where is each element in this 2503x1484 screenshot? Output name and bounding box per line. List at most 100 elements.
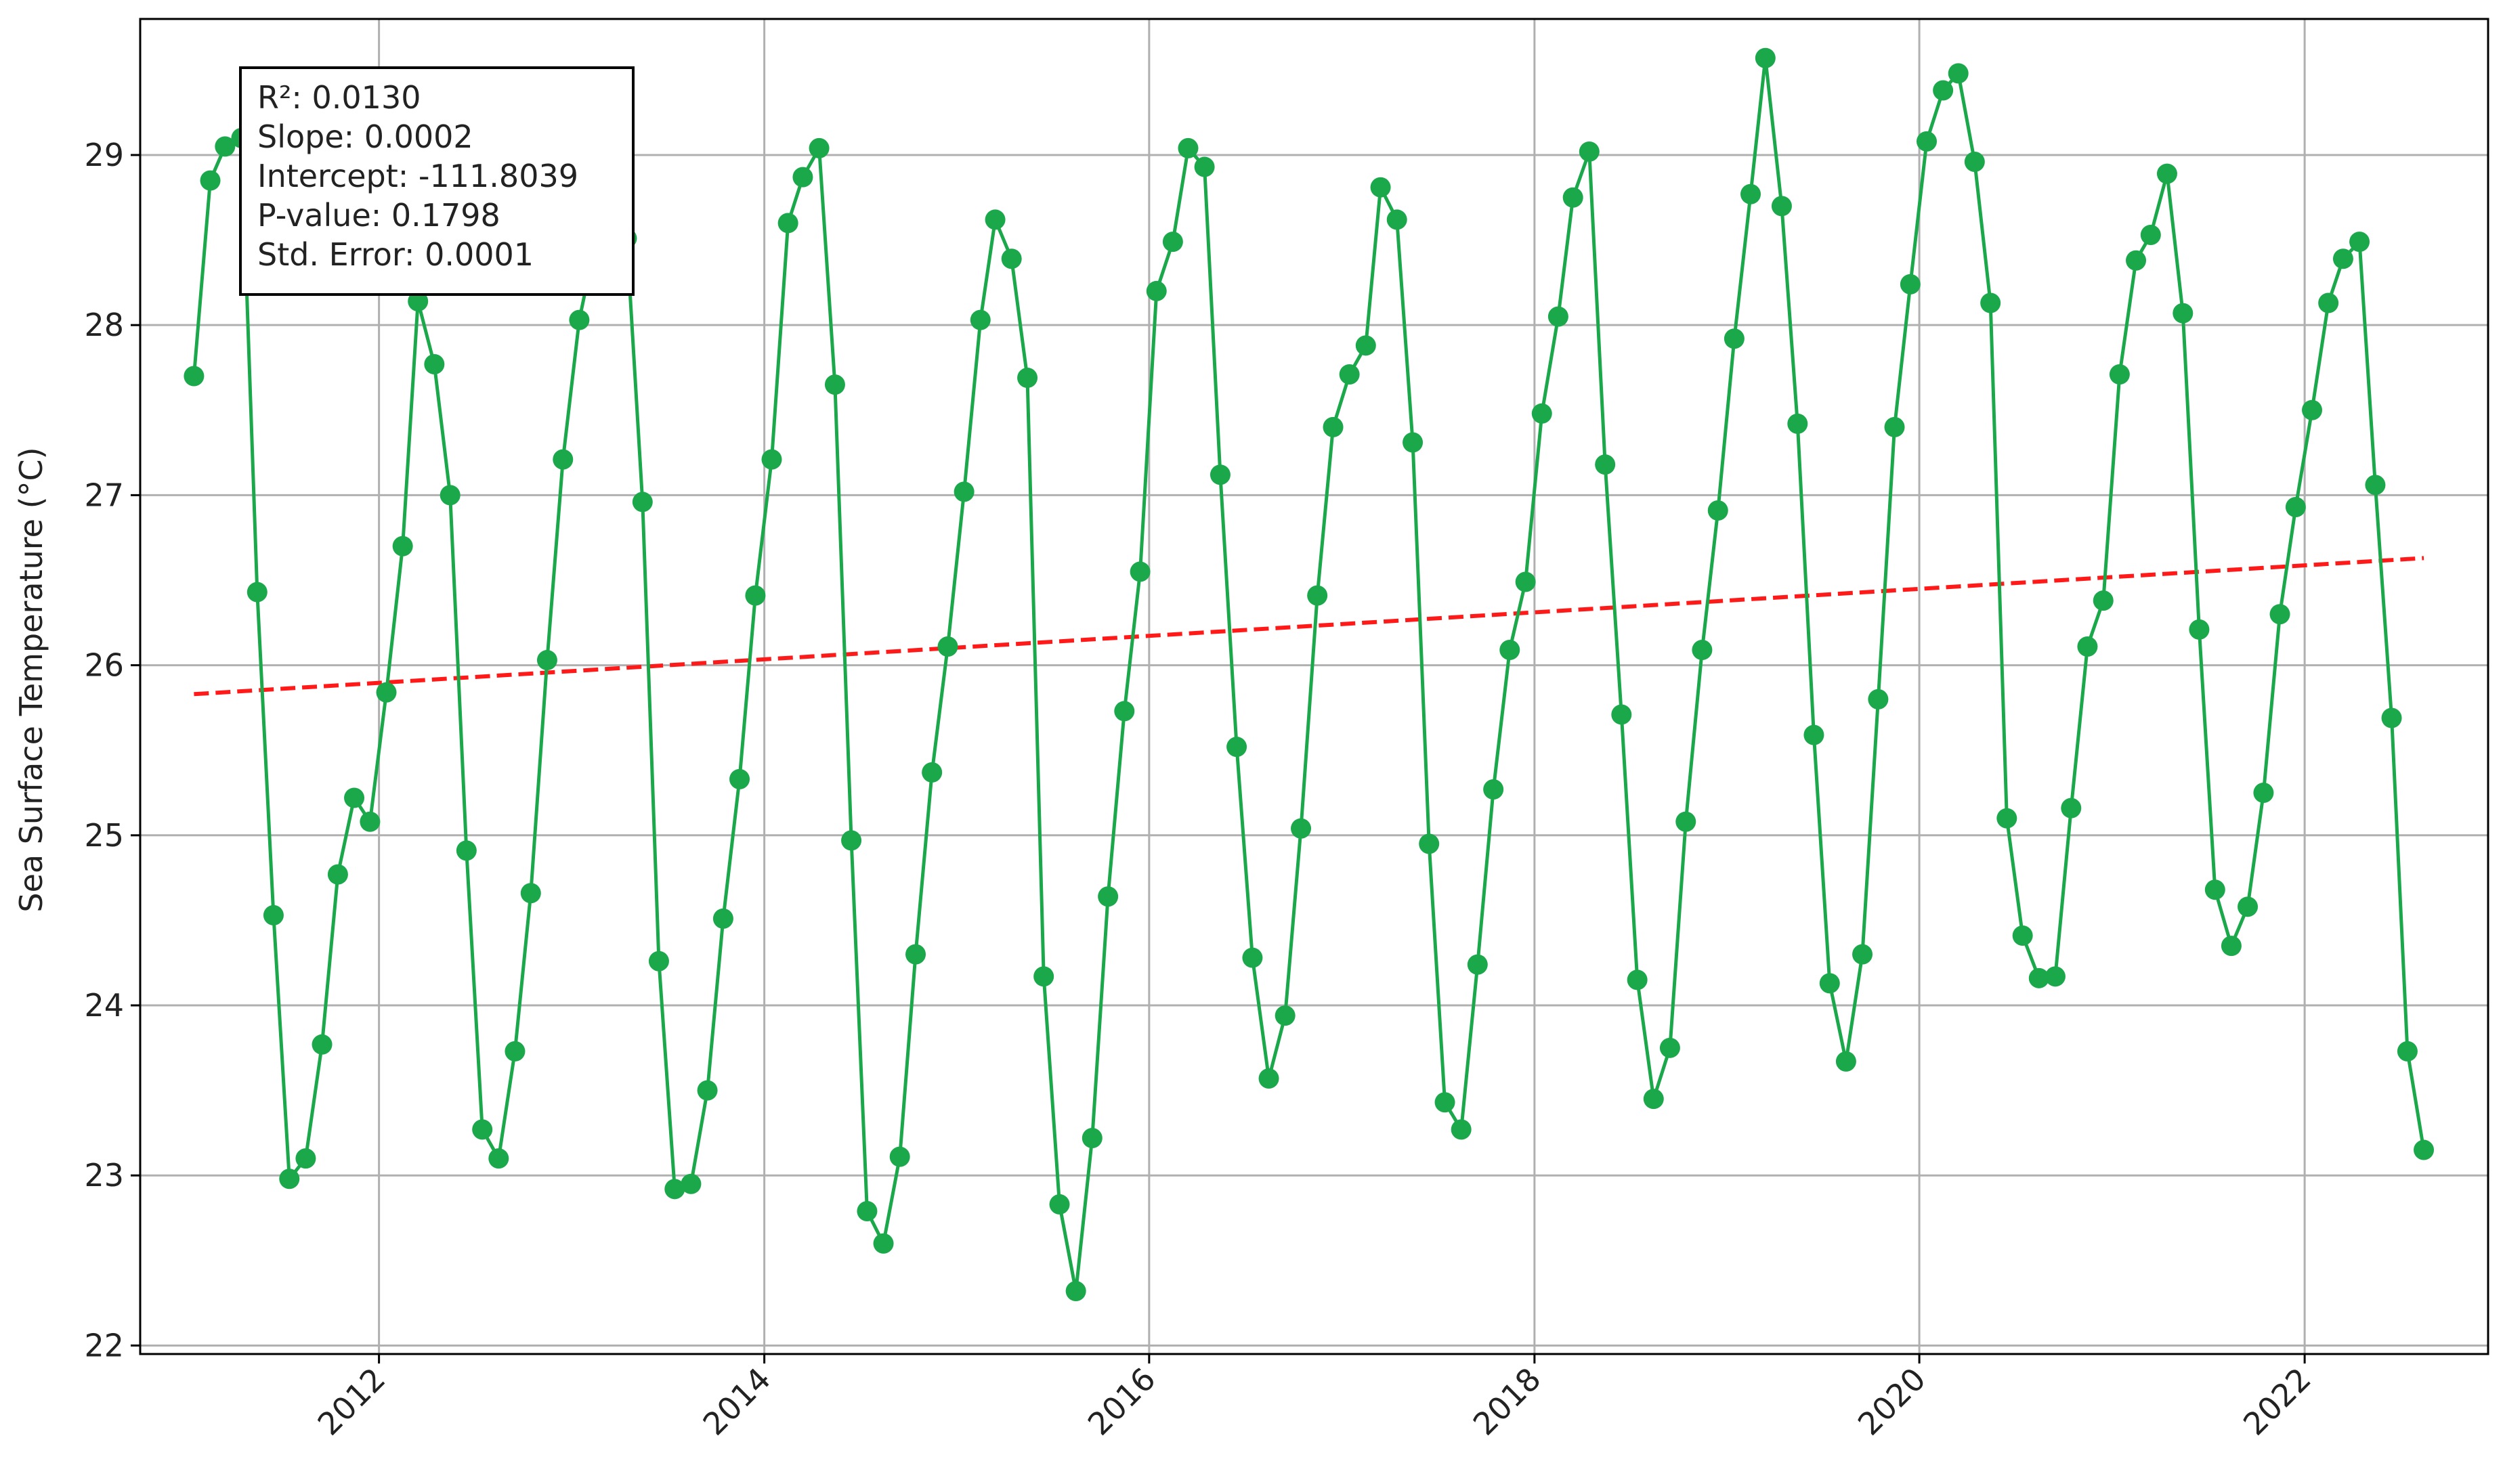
regression-stats-box: R²: 0.0130 Slope: 0.0002 Intercept: -111… bbox=[239, 66, 635, 296]
data-point bbox=[505, 1041, 526, 1062]
data-point bbox=[2349, 232, 2370, 253]
y-tick-label: 23 bbox=[84, 1157, 124, 1194]
data-point bbox=[2173, 303, 2194, 324]
data-point bbox=[970, 309, 991, 330]
data-point bbox=[1033, 966, 1054, 987]
data-point bbox=[2109, 364, 2130, 385]
data-point bbox=[1531, 403, 1552, 424]
data-point bbox=[1933, 80, 1954, 101]
stats-intercept: Intercept: -111.8039 bbox=[257, 158, 578, 194]
data-point bbox=[184, 366, 205, 387]
y-tick-label: 27 bbox=[84, 477, 124, 513]
data-point bbox=[2204, 879, 2225, 900]
plot-frame bbox=[139, 18, 2489, 1355]
data-point bbox=[1852, 944, 1873, 965]
data-point bbox=[1900, 274, 1921, 294]
data-point bbox=[1547, 306, 1568, 327]
data-point bbox=[1595, 454, 1616, 475]
y-tick-label: 28 bbox=[84, 307, 124, 343]
data-point bbox=[2126, 250, 2147, 271]
data-point bbox=[777, 213, 798, 234]
data-point bbox=[1049, 1194, 1070, 1215]
data-point bbox=[664, 1179, 685, 1200]
data-point bbox=[1194, 156, 1215, 177]
data-point bbox=[697, 1080, 718, 1101]
data-point bbox=[488, 1148, 509, 1169]
data-point bbox=[1707, 500, 1728, 521]
data-point bbox=[1724, 328, 1745, 349]
data-point bbox=[295, 1148, 316, 1169]
data-point bbox=[745, 585, 766, 606]
data-point bbox=[809, 137, 830, 158]
data-point bbox=[1467, 954, 1488, 975]
data-point bbox=[1948, 63, 1969, 84]
data-point bbox=[1803, 724, 1824, 745]
data-point bbox=[1515, 571, 1536, 592]
trend-line bbox=[194, 556, 2424, 697]
data-point bbox=[632, 492, 653, 512]
data-point bbox=[376, 682, 397, 703]
data-point bbox=[1611, 704, 1632, 725]
data-point bbox=[648, 951, 669, 972]
data-point bbox=[712, 908, 733, 929]
y-axis-ticks: 22 23 24 25 26 27 28 29 bbox=[84, 137, 140, 1363]
stats-p-value: P-value: 0.1798 bbox=[257, 197, 500, 234]
data-point bbox=[1917, 131, 1938, 152]
data-point bbox=[1980, 292, 2001, 313]
data-point bbox=[327, 864, 348, 885]
data-point bbox=[841, 830, 862, 851]
data-point bbox=[1210, 464, 1231, 485]
data-point bbox=[2414, 1139, 2435, 1160]
data-point bbox=[2397, 1041, 2418, 1062]
data-point bbox=[424, 353, 445, 374]
data-point bbox=[2253, 783, 2274, 804]
data-point bbox=[1370, 177, 1391, 198]
y-tick-label: 24 bbox=[84, 987, 124, 1024]
stats-r-squared: R²: 0.0130 bbox=[257, 79, 421, 116]
data-point bbox=[2156, 163, 2177, 184]
data-point bbox=[1434, 1092, 1455, 1113]
y-tick-label: 25 bbox=[84, 817, 124, 854]
data-point bbox=[2140, 225, 2161, 246]
data-point bbox=[2365, 475, 2386, 496]
data-point bbox=[2077, 636, 2098, 657]
data-point bbox=[2318, 292, 2339, 313]
data-point bbox=[2381, 707, 2402, 728]
data-point bbox=[1659, 1037, 1680, 1058]
data-point bbox=[1258, 1068, 1279, 1089]
data-point bbox=[1017, 368, 1038, 389]
data-point bbox=[1579, 141, 1600, 162]
data-point bbox=[954, 481, 975, 502]
data-point bbox=[520, 883, 541, 904]
data-point bbox=[360, 811, 381, 832]
data-point bbox=[1403, 432, 1424, 453]
data-point bbox=[2028, 967, 2049, 988]
data-point bbox=[1884, 416, 1905, 437]
data-point bbox=[1692, 639, 1713, 660]
data-point bbox=[536, 650, 557, 671]
data-point bbox=[1499, 639, 1520, 660]
data-point bbox=[1291, 818, 1312, 839]
data-point bbox=[857, 1200, 878, 1221]
data-point bbox=[1339, 364, 1360, 385]
data-point bbox=[440, 485, 461, 506]
data-point bbox=[792, 167, 813, 188]
data-point bbox=[1627, 969, 1648, 990]
data-point bbox=[1996, 808, 2017, 829]
data-point bbox=[1130, 561, 1151, 582]
data-point bbox=[922, 762, 943, 783]
data-point bbox=[200, 170, 221, 191]
data-point bbox=[1787, 413, 1808, 434]
y-tick-label: 26 bbox=[84, 647, 124, 684]
trend-line-group bbox=[194, 556, 2424, 697]
data-point bbox=[905, 944, 926, 965]
stats-box-frame bbox=[239, 66, 635, 296]
data-point bbox=[681, 1173, 702, 1194]
data-point bbox=[312, 1034, 333, 1055]
data-point bbox=[1065, 1281, 1086, 1302]
data-point bbox=[937, 636, 958, 657]
series-group bbox=[184, 47, 2435, 1302]
data-point bbox=[1275, 1005, 1296, 1026]
data-point bbox=[1242, 947, 1263, 968]
